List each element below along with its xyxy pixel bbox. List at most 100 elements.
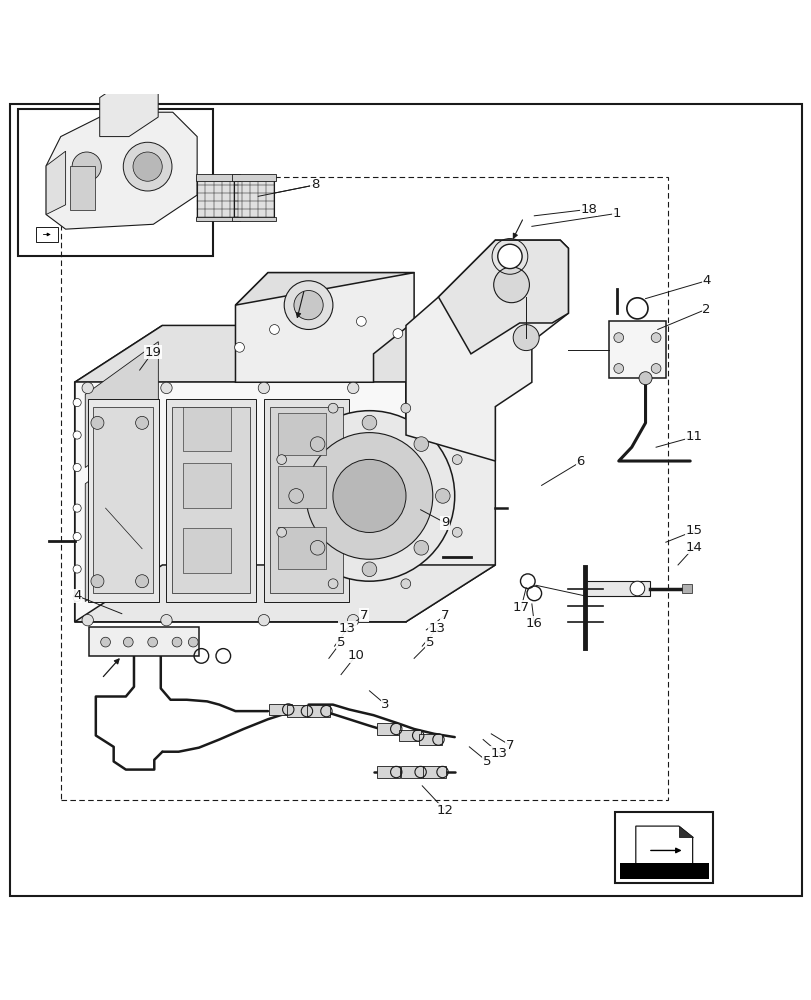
Text: 9: 9 — [440, 516, 448, 529]
Circle shape — [135, 575, 148, 588]
Circle shape — [73, 463, 81, 472]
Text: 13: 13 — [491, 747, 507, 760]
Bar — [234, 178, 274, 220]
Bar — [61, 177, 667, 800]
Bar — [418, 734, 441, 745]
Bar — [277, 527, 326, 569]
Circle shape — [73, 504, 81, 512]
Circle shape — [356, 316, 366, 326]
Bar — [619, 863, 708, 879]
Circle shape — [414, 437, 428, 451]
Polygon shape — [406, 325, 495, 622]
Bar — [172, 407, 250, 593]
Text: 7: 7 — [505, 739, 513, 752]
Circle shape — [650, 333, 660, 342]
Circle shape — [638, 372, 651, 385]
Bar — [232, 174, 276, 181]
Circle shape — [629, 581, 644, 596]
Bar — [277, 413, 326, 455]
Circle shape — [284, 281, 333, 329]
Text: 13: 13 — [339, 622, 355, 635]
Text: 10: 10 — [347, 649, 363, 662]
Circle shape — [172, 637, 182, 647]
Polygon shape — [75, 382, 406, 622]
Bar — [88, 398, 159, 601]
Polygon shape — [584, 581, 649, 596]
Polygon shape — [75, 565, 495, 622]
Bar — [277, 466, 326, 508]
Bar — [376, 723, 399, 735]
Text: 6: 6 — [576, 455, 584, 468]
Bar — [615, 812, 712, 883]
Polygon shape — [46, 151, 66, 215]
Circle shape — [328, 403, 337, 413]
Circle shape — [133, 152, 162, 181]
Circle shape — [284, 411, 454, 581]
Text: 5: 5 — [426, 636, 434, 649]
Circle shape — [73, 431, 81, 439]
Circle shape — [277, 527, 286, 537]
Polygon shape — [75, 325, 162, 622]
Circle shape — [123, 142, 172, 191]
Text: 19: 19 — [144, 346, 161, 359]
Polygon shape — [406, 240, 568, 461]
Circle shape — [493, 267, 529, 303]
Circle shape — [328, 579, 337, 589]
Text: 7: 7 — [359, 609, 367, 622]
Text: 18: 18 — [580, 203, 596, 216]
Circle shape — [277, 455, 286, 464]
Circle shape — [148, 637, 157, 647]
Text: 4: 4 — [73, 589, 81, 602]
Circle shape — [91, 575, 104, 588]
Circle shape — [73, 532, 81, 541]
Circle shape — [188, 637, 198, 647]
Circle shape — [72, 152, 101, 181]
Circle shape — [73, 565, 81, 573]
Circle shape — [362, 415, 376, 430]
Circle shape — [310, 437, 324, 451]
Text: 7: 7 — [440, 609, 448, 622]
Bar — [36, 227, 58, 242]
Text: 5: 5 — [483, 755, 491, 768]
Bar — [264, 398, 349, 601]
Circle shape — [82, 382, 93, 394]
Text: 1: 1 — [612, 207, 620, 220]
Circle shape — [347, 614, 358, 626]
Circle shape — [414, 540, 428, 555]
Text: 5: 5 — [337, 636, 345, 649]
Circle shape — [452, 527, 461, 537]
Circle shape — [613, 364, 623, 373]
Bar — [287, 705, 310, 717]
Circle shape — [289, 489, 303, 503]
Bar — [401, 766, 423, 778]
Bar — [268, 704, 291, 715]
Text: 3: 3 — [381, 698, 389, 711]
Circle shape — [400, 502, 411, 514]
Polygon shape — [235, 273, 414, 305]
Circle shape — [123, 637, 133, 647]
Text: 8: 8 — [311, 178, 319, 191]
Polygon shape — [608, 321, 665, 378]
Circle shape — [161, 382, 172, 394]
Text: 16: 16 — [526, 617, 542, 630]
Circle shape — [101, 637, 110, 647]
Circle shape — [435, 489, 449, 503]
Polygon shape — [85, 342, 158, 468]
Circle shape — [91, 416, 104, 429]
Bar — [195, 217, 239, 221]
Bar — [93, 407, 153, 593]
Bar — [182, 528, 231, 573]
Polygon shape — [75, 325, 495, 382]
Bar — [307, 705, 329, 717]
Bar — [681, 584, 691, 593]
Bar — [232, 217, 276, 221]
Polygon shape — [46, 112, 197, 229]
Circle shape — [161, 614, 172, 626]
Bar — [398, 730, 421, 741]
Text: 11: 11 — [685, 430, 702, 443]
Circle shape — [401, 579, 410, 589]
Circle shape — [234, 342, 244, 352]
Bar — [269, 407, 343, 593]
Circle shape — [347, 382, 358, 394]
Text: 4: 4 — [702, 274, 710, 287]
